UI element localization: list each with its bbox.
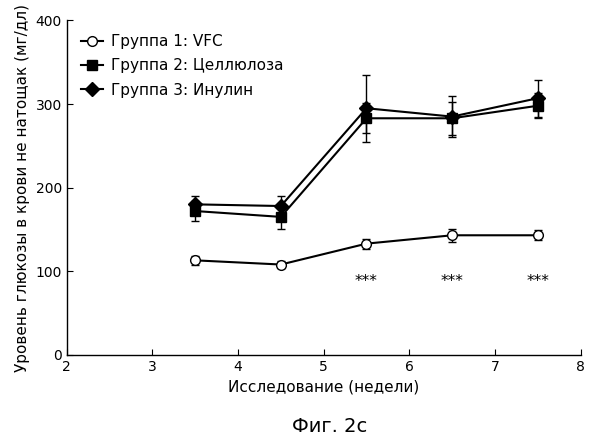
X-axis label: Исследование (недели): Исследование (недели) xyxy=(228,379,419,394)
Text: ***: *** xyxy=(526,274,549,289)
Y-axis label: Уровень глюкозы в крови не натощак (мг/дл): Уровень глюкозы в крови не натощак (мг/д… xyxy=(15,4,30,372)
Text: ***: *** xyxy=(440,274,464,289)
Text: Фиг. 2с: Фиг. 2с xyxy=(292,417,368,436)
Text: ***: *** xyxy=(355,274,378,289)
Legend: Группа 1: VFC, Группа 2: Целлюлоза, Группа 3: Инулин: Группа 1: VFC, Группа 2: Целлюлоза, Груп… xyxy=(74,28,290,104)
